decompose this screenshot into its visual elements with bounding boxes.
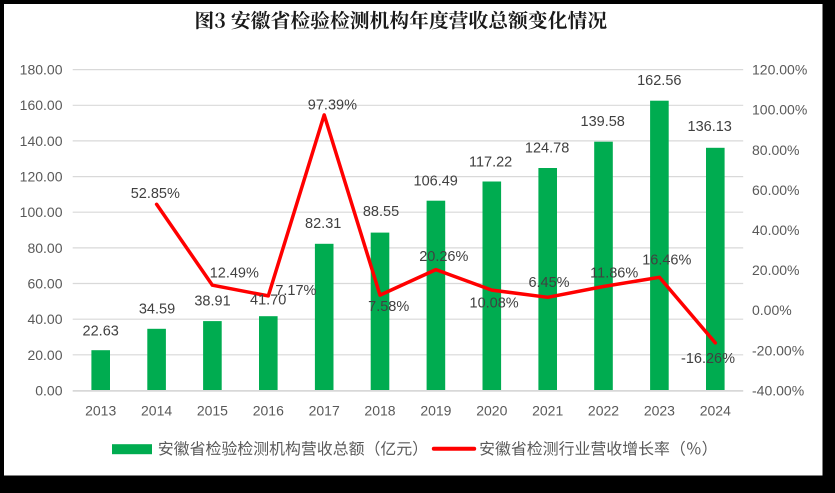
svg-text:60.00: 60.00: [27, 276, 62, 292]
svg-text:7.58%: 7.58%: [368, 299, 409, 315]
svg-text:117.22: 117.22: [469, 155, 512, 171]
svg-text:41.70: 41.70: [250, 293, 286, 309]
svg-text:-16.26%: -16.26%: [681, 351, 735, 367]
svg-text:2023: 2023: [644, 403, 675, 419]
svg-text:180.00: 180.00: [20, 62, 63, 78]
svg-text:12.49%: 12.49%: [210, 266, 259, 282]
svg-text:7.17%: 7.17%: [275, 283, 316, 299]
svg-text:124.78: 124.78: [525, 140, 569, 156]
svg-text:20.00: 20.00: [27, 347, 62, 363]
svg-text:60.00%: 60.00%: [752, 182, 799, 198]
svg-text:80.00%: 80.00%: [752, 142, 799, 158]
svg-text:2015: 2015: [197, 403, 228, 419]
svg-text:16.46%: 16.46%: [642, 252, 691, 268]
svg-text:34.59: 34.59: [139, 302, 175, 318]
svg-text:140.00: 140.00: [20, 133, 63, 149]
svg-text:162.56: 162.56: [637, 73, 681, 89]
svg-text:82.31: 82.31: [305, 216, 341, 232]
svg-text:80.00: 80.00: [27, 240, 62, 256]
svg-text:2020: 2020: [476, 403, 507, 419]
svg-text:20.26%: 20.26%: [419, 249, 468, 265]
svg-text:2022: 2022: [588, 403, 619, 419]
svg-text:2016: 2016: [253, 403, 284, 419]
svg-text:6.45%: 6.45%: [528, 275, 569, 291]
svg-text:0.00: 0.00: [35, 382, 62, 398]
svg-text:2013: 2013: [85, 403, 116, 419]
svg-text:11.86%: 11.86%: [590, 266, 638, 282]
svg-text:106.49: 106.49: [414, 174, 458, 190]
svg-text:2018: 2018: [364, 403, 395, 419]
svg-text:40.00%: 40.00%: [752, 222, 799, 238]
svg-text:120.00%: 120.00%: [752, 62, 807, 78]
svg-text:40.00: 40.00: [27, 311, 62, 327]
svg-text:2024: 2024: [700, 403, 731, 419]
svg-text:-40.00%: -40.00%: [752, 382, 804, 398]
svg-text:-20.00%: -20.00%: [752, 342, 804, 358]
svg-text:160.00: 160.00: [20, 97, 63, 113]
svg-text:0.00%: 0.00%: [752, 302, 792, 318]
svg-text:38.91: 38.91: [194, 294, 230, 310]
svg-text:100.00: 100.00: [20, 204, 63, 220]
svg-text:10.08%: 10.08%: [470, 296, 519, 312]
svg-text:20.00%: 20.00%: [752, 262, 799, 278]
svg-text:2019: 2019: [420, 403, 451, 419]
svg-text:97.39%: 97.39%: [308, 98, 357, 114]
svg-text:139.58: 139.58: [581, 114, 625, 130]
svg-text:2017: 2017: [309, 403, 340, 419]
svg-text:88.55: 88.55: [363, 204, 399, 220]
svg-text:120.00: 120.00: [20, 169, 63, 185]
svg-text:2021: 2021: [532, 403, 563, 419]
svg-text:22.63: 22.63: [83, 323, 119, 339]
svg-text:52.85%: 52.85%: [131, 186, 180, 202]
svg-text:136.13: 136.13: [688, 119, 732, 135]
svg-text:2014: 2014: [141, 403, 172, 419]
svg-text:100.00%: 100.00%: [752, 102, 807, 118]
